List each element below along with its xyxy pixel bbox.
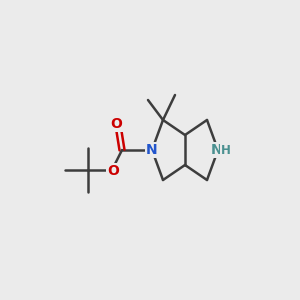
Text: O: O <box>110 117 122 131</box>
Text: H: H <box>221 143 231 157</box>
Text: N: N <box>211 143 223 157</box>
Text: N: N <box>146 143 158 157</box>
Text: O: O <box>107 164 119 178</box>
